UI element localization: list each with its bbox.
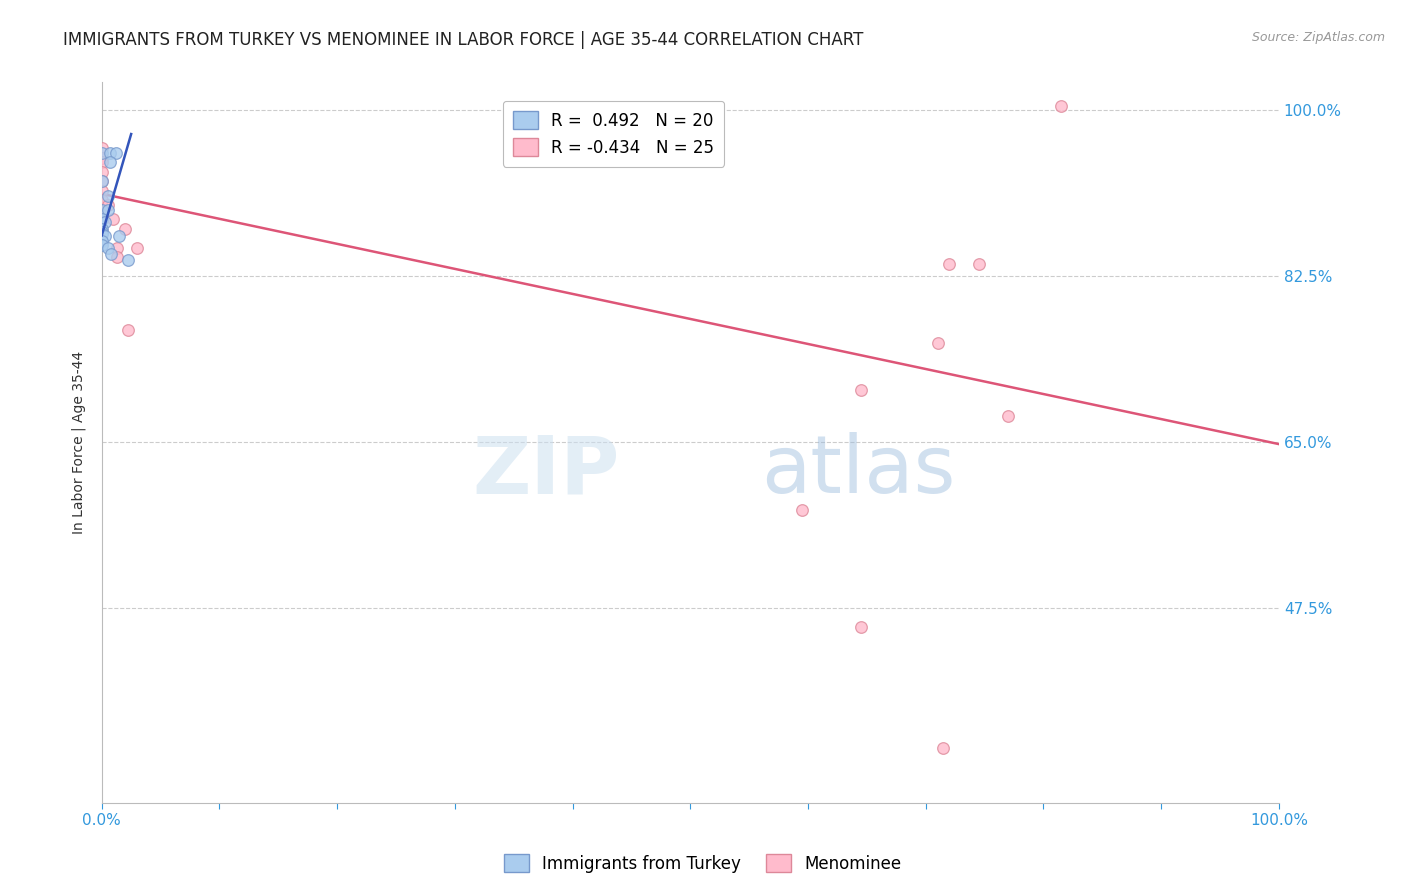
Point <box>104 146 127 161</box>
Point <box>90 212 112 227</box>
Point <box>90 238 112 252</box>
Point <box>90 194 112 208</box>
Point <box>90 146 112 161</box>
Point <box>108 228 131 243</box>
Point <box>97 241 120 255</box>
Point <box>849 383 872 397</box>
Point <box>938 257 960 271</box>
Point <box>105 250 128 264</box>
Point <box>90 151 112 165</box>
Point <box>125 241 148 255</box>
Point <box>90 184 112 198</box>
Point <box>90 174 112 188</box>
Point <box>90 165 112 179</box>
Text: Source: ZipAtlas.com: Source: ZipAtlas.com <box>1251 31 1385 45</box>
Point <box>90 155 112 169</box>
Point <box>997 409 1019 423</box>
Point <box>97 202 120 217</box>
Point <box>849 620 872 634</box>
Point <box>100 247 122 261</box>
Point <box>967 257 990 271</box>
Point <box>90 222 112 236</box>
Legend: R =  0.492   N = 20, R = -0.434   N = 25: R = 0.492 N = 20, R = -0.434 N = 25 <box>503 101 724 167</box>
Point <box>90 174 112 188</box>
Point <box>98 155 121 169</box>
Point <box>117 323 139 337</box>
Point <box>90 141 112 155</box>
Text: ZIP: ZIP <box>472 432 620 510</box>
Point <box>94 215 117 229</box>
Point <box>1050 98 1073 112</box>
Point <box>114 222 136 236</box>
Point <box>90 225 112 239</box>
Point <box>90 202 112 217</box>
Point <box>90 227 112 241</box>
Point <box>90 212 112 227</box>
Point <box>90 234 112 248</box>
Y-axis label: In Labor Force | Age 35-44: In Labor Force | Age 35-44 <box>72 351 86 533</box>
Text: IMMIGRANTS FROM TURKEY VS MENOMINEE IN LABOR FORCE | AGE 35-44 CORRELATION CHART: IMMIGRANTS FROM TURKEY VS MENOMINEE IN L… <box>63 31 863 49</box>
Point <box>105 241 128 255</box>
Point <box>98 146 121 161</box>
Point <box>97 188 120 202</box>
Legend: Immigrants from Turkey, Menominee: Immigrants from Turkey, Menominee <box>498 847 908 880</box>
Point <box>927 335 949 350</box>
Point <box>90 202 112 217</box>
Point <box>103 212 125 227</box>
Text: atlas: atlas <box>761 432 955 510</box>
Point <box>97 198 120 212</box>
Point <box>792 503 814 517</box>
Point <box>94 228 117 243</box>
Point <box>117 253 139 268</box>
Point <box>932 740 955 755</box>
